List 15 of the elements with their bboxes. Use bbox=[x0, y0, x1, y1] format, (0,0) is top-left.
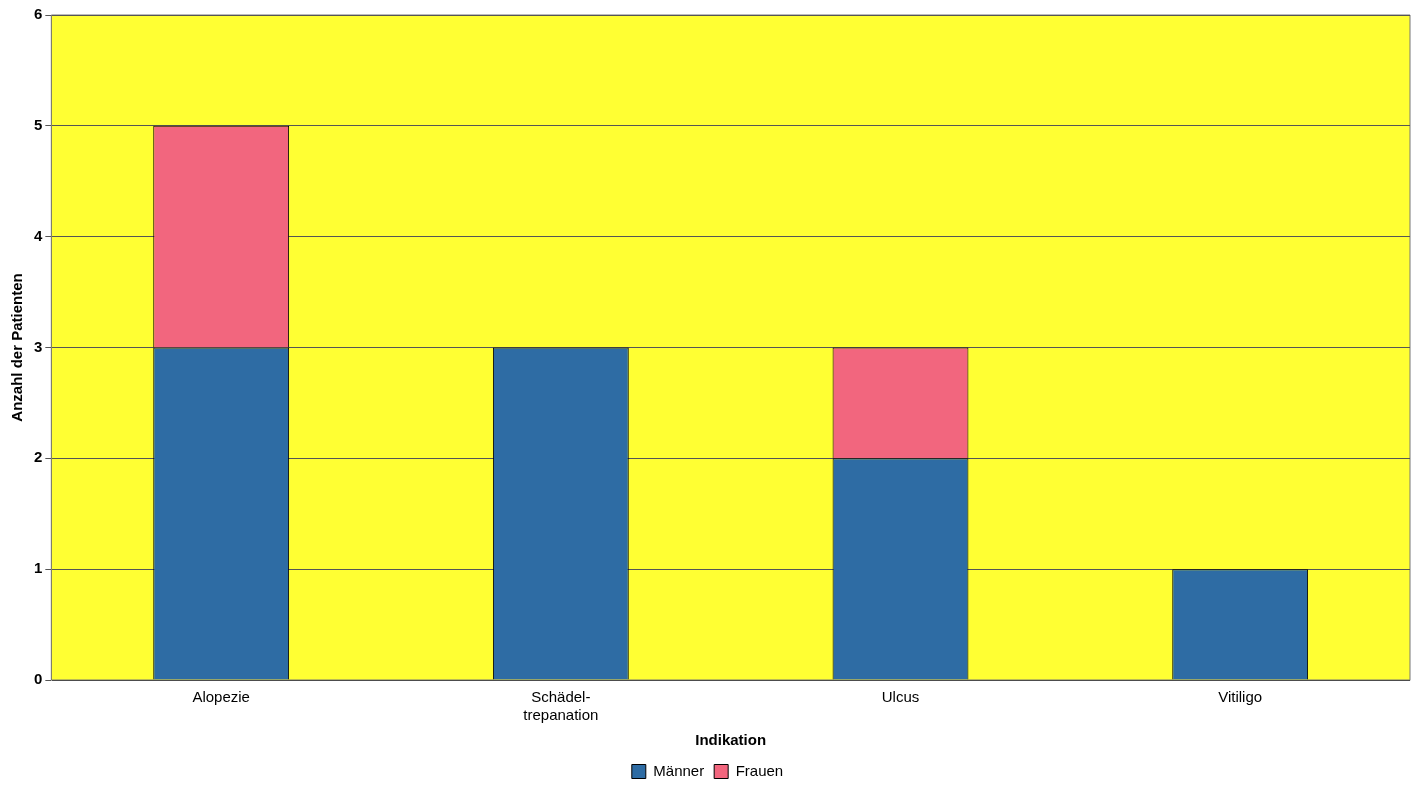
y-tick-label: 5 bbox=[34, 115, 43, 133]
x-axis-title: Indikation bbox=[695, 731, 767, 749]
y-tick-label: 3 bbox=[34, 337, 43, 355]
y-tick-label: 4 bbox=[34, 226, 43, 244]
y-tick-label: 6 bbox=[34, 5, 43, 23]
y-tick-label: 1 bbox=[34, 559, 43, 577]
legend-label: Männer bbox=[653, 761, 705, 779]
x-tick-label: Vitiligo bbox=[1218, 688, 1263, 706]
legend-label: Frauen bbox=[735, 761, 784, 779]
x-tick-label: Alopezie bbox=[192, 688, 250, 706]
y-tick-label: 0 bbox=[34, 670, 43, 688]
x-tick-label: Schädel- trepanation bbox=[523, 688, 599, 724]
y-tick-label: 2 bbox=[34, 448, 43, 466]
x-tick-label: Ulcus bbox=[881, 688, 920, 706]
y-axis-title: Anzahl der Patienten bbox=[8, 273, 26, 422]
